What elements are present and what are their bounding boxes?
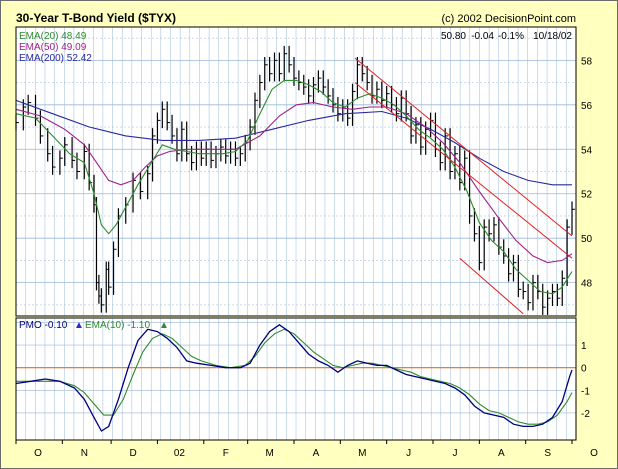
pmo-tick-label: -1 (581, 386, 590, 397)
legend-pmo: PMO -0.10 (19, 320, 68, 331)
x-tick-label: D (129, 448, 136, 459)
x-tick-label: O (34, 448, 42, 459)
quote-close: 50.80 (441, 31, 466, 42)
price-tick-label: 50 (581, 234, 593, 245)
pmo-tick-label: 1 (581, 341, 587, 352)
x-tick-label: S (544, 448, 551, 459)
channel-lower-line (459, 257, 524, 315)
price-panel-border (15, 26, 577, 317)
x-tick-label: J (406, 448, 411, 459)
last-quote: 50.80 -0.04 -0.1% 10/18/02 (441, 31, 572, 42)
pmo-grid (16, 318, 576, 440)
channel-middle-line (354, 82, 573, 259)
x-tick-label: O (590, 448, 598, 459)
ema20-line (15, 79, 573, 295)
pmo-panel-border (15, 317, 577, 441)
pmo-ema10-line (16, 328, 573, 425)
pmo-tick-label: -2 (581, 409, 590, 420)
chart-title: 30-Year T-Bond Yield ($TYX) (16, 11, 176, 25)
price-tick-label: 52 (581, 190, 593, 201)
pmo-line (15, 324, 573, 432)
price-tick-label: 56 (581, 101, 593, 112)
quote-date: 10/18/02 (533, 31, 572, 42)
x-tick-label: F (223, 448, 229, 459)
x-tick-label: M (265, 448, 273, 459)
legend-ema10: EMA(10) -1.10 (85, 320, 150, 331)
pmo-tick-label: 0 (581, 364, 587, 375)
x-tick-label: N (81, 448, 88, 459)
price-grid (16, 27, 576, 316)
legend-ema50: EMA(50) 49.09 (19, 42, 87, 53)
pmo-legend: PMO -0.10 ▲ EMA(10) -1.10 ▲ (19, 320, 169, 331)
copyright-text: (c) 2002 DecisionPoint.com (441, 13, 576, 25)
legend-ema10-arrow-icon: ▲ (159, 320, 169, 331)
ema50-line (15, 102, 573, 264)
legend-ema200: EMA(200) 52.42 (19, 53, 92, 64)
price-tick-label: 58 (581, 56, 593, 67)
x-tick-label: M (358, 448, 366, 459)
x-tick-label: A (313, 448, 320, 459)
price-tick-label: 54 (581, 145, 593, 156)
price-series (15, 45, 575, 315)
quote-change: -0.04 (471, 31, 494, 42)
legend-pmo-arrow-icon: ▲ (74, 320, 84, 331)
x-axis: O N D 02 F M A M J J A S O (15, 440, 598, 459)
quote-percent: -0.1% (498, 31, 524, 42)
x-tick-label: J (453, 448, 458, 459)
ema200-line (15, 99, 572, 186)
legend-ema20: EMA(20) 48.49 (19, 31, 87, 42)
channel-upper-line (354, 57, 573, 237)
price-tick-label: 48 (581, 279, 593, 290)
pmo-series (15, 324, 573, 432)
pmo-y-axis: -2 -1 0 1 (581, 341, 590, 420)
x-tick-label: A (498, 448, 505, 459)
x-tick-label: 02 (174, 448, 186, 459)
price-y-axis: 48 50 52 54 56 58 (581, 56, 593, 289)
